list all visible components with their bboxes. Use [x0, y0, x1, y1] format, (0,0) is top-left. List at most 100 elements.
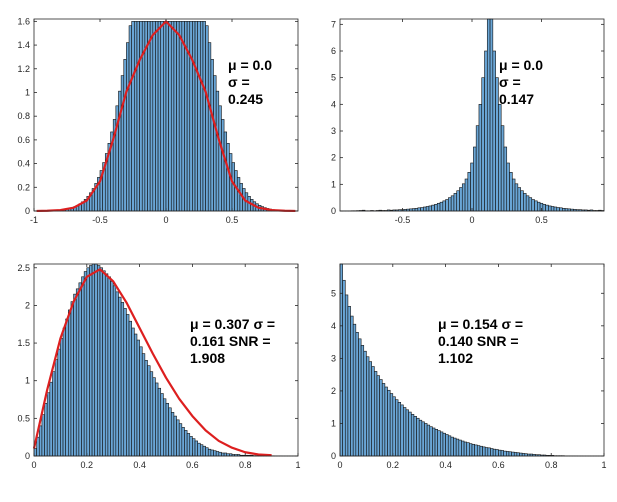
histogram-bar — [431, 204, 435, 212]
x-tick-label: -0.5 — [395, 215, 411, 225]
x-tick-label: 0.8 — [239, 460, 252, 470]
histogram-bar — [350, 315, 354, 457]
histogram-bar — [102, 270, 106, 457]
histogram-bar — [545, 204, 549, 212]
histogram-bar — [342, 279, 346, 457]
histogram-bar — [470, 162, 474, 212]
histogram-bar — [118, 296, 122, 457]
histogram-bar — [131, 327, 135, 457]
histogram-bar — [83, 271, 88, 457]
histogram-bar — [173, 415, 177, 457]
histogram-bar — [218, 451, 222, 457]
histogram-bar — [68, 309, 72, 457]
axes-frame — [339, 263, 605, 457]
y-tick-label: 1 — [25, 87, 30, 97]
x-tick-label: 0 — [31, 460, 36, 470]
histogram-bar — [442, 200, 446, 212]
histogram-bar — [519, 452, 523, 457]
histogram-bar — [428, 205, 433, 212]
histogram-bar — [363, 350, 367, 457]
histogram-bar — [155, 382, 159, 457]
histogram-bar — [234, 170, 238, 212]
histogram-bar — [226, 143, 230, 212]
stats-annotation-line: μ = 0.154 σ = — [438, 316, 523, 332]
y-tick-label: 0 — [331, 206, 336, 216]
histogram-bar — [110, 281, 114, 457]
histogram-bar — [553, 206, 558, 212]
y-tick-label: 2 — [25, 300, 30, 310]
histogram-bar — [210, 449, 214, 457]
histogram-bar — [176, 419, 180, 457]
histogram-bar — [405, 409, 409, 457]
histogram-bar — [423, 206, 427, 212]
stats-annotation-line: 0.147 — [499, 91, 534, 107]
histogram-bar — [213, 450, 217, 457]
histogram-bar — [115, 291, 119, 457]
histogram-bar — [500, 125, 505, 212]
histogram-bar — [476, 445, 481, 457]
histogram-bar — [562, 208, 566, 212]
histogram-bar — [136, 339, 140, 457]
histogram-bar — [136, 21, 140, 212]
histogram-bar — [442, 432, 446, 457]
histogram-bar — [205, 25, 209, 212]
histogram-bar — [417, 207, 421, 212]
histogram-bar — [500, 450, 504, 457]
histogram-bar — [165, 402, 169, 457]
histogram-bar — [46, 392, 51, 457]
histogram-bar — [492, 50, 496, 212]
histogram-bar — [197, 21, 201, 212]
histogram-bar — [200, 444, 204, 457]
histogram-bar — [163, 398, 167, 457]
histogram-bar — [207, 42, 212, 212]
y-tick-label: 3 — [331, 353, 336, 363]
histogram-bar — [205, 447, 209, 457]
panel-laplacian-histogram: -0.5 0 0.5 0 1 2 3 4 5 6 7 μ = 0.0σ =0.147 — [331, 18, 605, 225]
histogram-bar — [181, 21, 185, 212]
histogram-bar — [381, 383, 386, 457]
histogram-bar — [556, 207, 560, 212]
histogram-bar — [194, 21, 198, 212]
histogram-bar — [147, 365, 151, 457]
histogram-bar — [371, 366, 375, 457]
y-tick-label: 0.8 — [17, 111, 30, 121]
histogram-bar — [387, 389, 391, 457]
histogram-bar — [131, 21, 135, 212]
histogram-bar — [403, 407, 407, 457]
histogram-bar — [513, 452, 518, 457]
histogram-bar — [81, 276, 85, 457]
histogram-bar — [152, 377, 156, 457]
x-tick-label: 0.6 — [186, 460, 199, 470]
histogram-bar — [486, 18, 491, 212]
histogram-bar — [542, 204, 546, 212]
histogram-bar — [459, 187, 463, 212]
histogram-bar — [44, 402, 48, 457]
histogram-bar — [52, 371, 56, 457]
histogram-bar — [445, 199, 449, 212]
histogram-bar — [366, 356, 370, 457]
histogram-bar — [531, 199, 535, 212]
y-tick-label: 3 — [331, 126, 336, 136]
histogram-bar — [223, 452, 228, 457]
histogram-bar — [506, 451, 510, 457]
histogram-bar — [60, 338, 64, 457]
histogram-bar — [91, 263, 96, 457]
histogram-bar — [495, 77, 499, 212]
x-tick-label: 0.4 — [439, 460, 452, 470]
histogram-bar — [436, 202, 441, 212]
stats-annotation-line: μ = 0.0 — [228, 57, 272, 73]
histogram-bar — [62, 327, 66, 457]
histogram-bar — [528, 197, 533, 212]
x-tick-label: 0.2 — [387, 460, 400, 470]
histogram-bar — [514, 183, 519, 212]
y-tick-label: 2 — [331, 386, 336, 396]
histogram-bar — [112, 285, 117, 457]
histogram-bar — [200, 21, 204, 212]
histogram-bar — [481, 77, 485, 212]
histogram-bar — [503, 450, 507, 457]
histogram-bar — [57, 348, 61, 457]
stats-annotation-line: 0.140 SNR = — [438, 333, 519, 349]
histogram-bar — [424, 423, 428, 457]
x-tick-label: 0.5 — [535, 215, 548, 225]
y-tick-label: 0 — [331, 451, 336, 461]
